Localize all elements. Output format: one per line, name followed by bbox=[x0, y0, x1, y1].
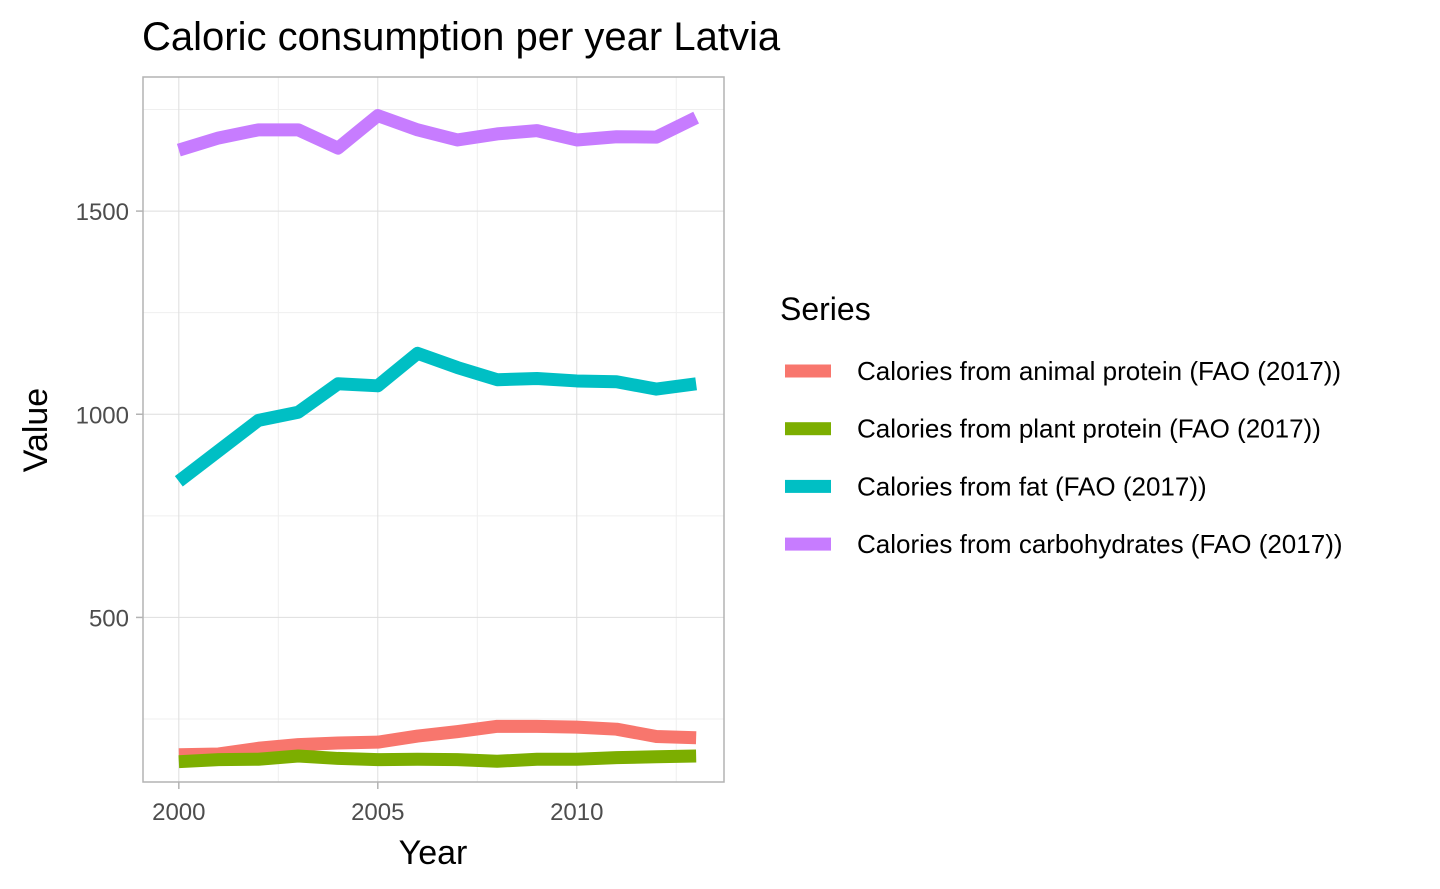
series-lines bbox=[174, 109, 700, 769]
legend-title: Series bbox=[780, 291, 871, 327]
y-axis-title: Value bbox=[17, 388, 55, 472]
y-tick-label: 1500 bbox=[76, 199, 129, 226]
legend-label: Calories from plant protein (FAO (2017)) bbox=[857, 414, 1321, 444]
legend-swatch bbox=[785, 479, 831, 493]
plot-panel bbox=[142, 76, 725, 783]
legend: Series Calories from animal protein (FAO… bbox=[780, 291, 1343, 559]
legend-label: Calories from carbohydrates (FAO (2017)) bbox=[857, 529, 1343, 559]
series-line-3 bbox=[174, 346, 697, 487]
x-tick-label: 2010 bbox=[550, 799, 603, 826]
series-line-4 bbox=[176, 109, 700, 157]
y-tick-label: 500 bbox=[89, 605, 129, 632]
legend-swatch bbox=[785, 364, 831, 378]
axes: 2000 2005 2010 500 1000 1500 bbox=[76, 199, 604, 826]
legend-label: Calories from fat (FAO (2017)) bbox=[857, 471, 1207, 501]
chart-title: Caloric consumption per year Latvia bbox=[142, 15, 781, 59]
legend-swatch bbox=[785, 537, 831, 551]
y-tick-label: 1000 bbox=[76, 402, 129, 429]
legend-swatch bbox=[785, 422, 831, 436]
x-axis-title: Year bbox=[399, 834, 468, 872]
x-tick-label: 2005 bbox=[351, 799, 404, 826]
legend-label: Calories from animal protein (FAO (2017)… bbox=[857, 356, 1341, 386]
series-line-2 bbox=[178, 749, 697, 769]
series-line-1 bbox=[178, 719, 697, 762]
grid bbox=[143, 77, 724, 782]
x-tick-label: 2000 bbox=[152, 799, 205, 826]
